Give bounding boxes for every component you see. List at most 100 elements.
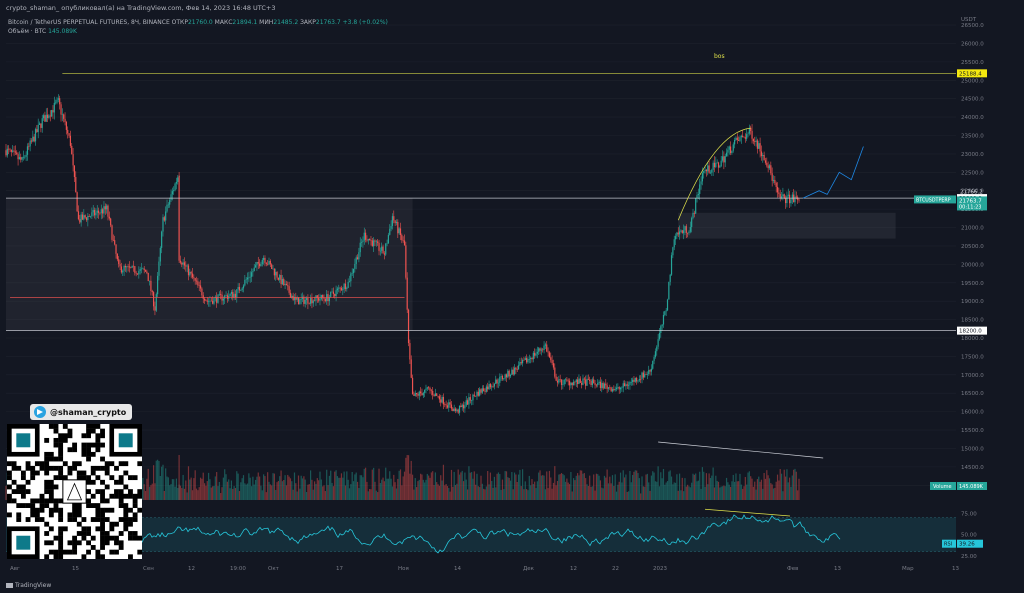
time-tick-label: Дек bbox=[523, 566, 535, 572]
time-tick-label: Мар bbox=[902, 566, 914, 572]
qr-module bbox=[58, 526, 64, 532]
candle-body bbox=[139, 269, 141, 271]
volume-bar bbox=[178, 484, 180, 500]
telegram-badge[interactable]: @shaman_crypto bbox=[30, 404, 133, 420]
qr-module bbox=[53, 424, 59, 429]
qr-module bbox=[53, 465, 59, 471]
qr-module bbox=[100, 498, 105, 504]
qr-module bbox=[100, 507, 105, 513]
volume-bar bbox=[143, 484, 145, 500]
volume-bar bbox=[340, 473, 343, 500]
qr-module bbox=[11, 465, 17, 471]
volume-bar bbox=[409, 473, 411, 500]
volume-bar bbox=[314, 481, 316, 500]
candle-body bbox=[735, 137, 737, 140]
qr-module bbox=[100, 465, 105, 471]
tradingview-logo-icon bbox=[6, 583, 13, 588]
volume-bar bbox=[283, 479, 285, 500]
candle-body bbox=[795, 196, 797, 198]
qr-code[interactable] bbox=[7, 424, 142, 559]
candle-body bbox=[634, 377, 636, 382]
candle-body bbox=[73, 165, 76, 178]
volume-bar bbox=[434, 472, 436, 500]
candle-body bbox=[201, 288, 203, 296]
volume-bar bbox=[779, 469, 781, 500]
qr-module bbox=[67, 517, 73, 522]
candle-body bbox=[260, 264, 262, 267]
candle-body bbox=[721, 156, 724, 161]
volume-bar bbox=[744, 476, 746, 500]
candle-body bbox=[143, 268, 145, 271]
volume-legend-value: 145.089K bbox=[48, 28, 77, 35]
volume-bar bbox=[560, 473, 563, 500]
candle-body bbox=[638, 378, 640, 381]
qr-module bbox=[76, 512, 82, 518]
volume-bar bbox=[464, 472, 466, 500]
candle-body bbox=[480, 389, 482, 393]
volume-bar bbox=[279, 476, 281, 500]
candle-body bbox=[312, 300, 314, 304]
volume-bar bbox=[462, 481, 465, 500]
candle-body bbox=[126, 266, 128, 268]
candle-body bbox=[257, 261, 259, 264]
candle-body bbox=[479, 389, 481, 396]
candle-body bbox=[271, 264, 273, 270]
candle-body bbox=[26, 146, 29, 155]
levels bbox=[6, 72, 956, 331]
qr-module bbox=[58, 465, 64, 471]
qr-module bbox=[86, 489, 91, 495]
volume-bar bbox=[191, 490, 194, 500]
volume-bar bbox=[213, 486, 215, 500]
volume-bar bbox=[220, 493, 222, 500]
volume-bar bbox=[511, 472, 513, 500]
volume-bar bbox=[226, 481, 228, 500]
volume-bar bbox=[695, 473, 697, 500]
candle-body bbox=[305, 298, 308, 300]
volume-bar bbox=[530, 485, 532, 500]
qr-module bbox=[44, 531, 50, 536]
candle-body bbox=[487, 386, 489, 390]
volume-bar bbox=[716, 480, 718, 500]
candle-body bbox=[485, 386, 487, 392]
candle-body bbox=[738, 140, 740, 141]
candle-body bbox=[531, 358, 533, 360]
qr-module bbox=[20, 470, 26, 476]
candle-body bbox=[51, 110, 53, 117]
volume-bar bbox=[602, 488, 604, 500]
volume-bar bbox=[432, 471, 434, 500]
volume-bar bbox=[355, 472, 357, 500]
volume-bar bbox=[621, 482, 623, 500]
volume-bar bbox=[754, 481, 756, 500]
candle-body bbox=[212, 300, 214, 304]
qr-module bbox=[44, 540, 50, 546]
candle-body bbox=[24, 156, 26, 158]
volume-bar bbox=[752, 486, 754, 500]
volume-bar bbox=[657, 466, 659, 500]
candle-body bbox=[171, 191, 173, 195]
grid bbox=[6, 24, 956, 486]
candle-body bbox=[780, 196, 783, 199]
candle-body bbox=[135, 272, 137, 274]
symbol-tag-label: BTCUSDTPERP bbox=[916, 197, 951, 203]
qr-module bbox=[62, 424, 68, 429]
volume-bar bbox=[542, 475, 544, 500]
candle-body bbox=[381, 246, 383, 251]
candle-body bbox=[673, 239, 675, 248]
volume-bar bbox=[445, 483, 447, 500]
volume-bar bbox=[194, 470, 196, 500]
price-tick-label: 18500.0 bbox=[961, 318, 984, 324]
candle-body bbox=[348, 281, 351, 282]
qr-module bbox=[53, 498, 59, 504]
candle-body bbox=[236, 289, 238, 298]
volume-bar bbox=[500, 489, 502, 500]
candle-body bbox=[438, 396, 441, 400]
candle-body bbox=[112, 239, 114, 241]
volume-bar bbox=[524, 481, 526, 500]
time-tick-label: 14 bbox=[454, 566, 461, 572]
candle-body bbox=[107, 205, 109, 217]
volume-bar bbox=[603, 475, 606, 500]
candle-body bbox=[650, 368, 653, 372]
qr-module bbox=[123, 512, 129, 518]
volume-bar bbox=[517, 474, 520, 500]
